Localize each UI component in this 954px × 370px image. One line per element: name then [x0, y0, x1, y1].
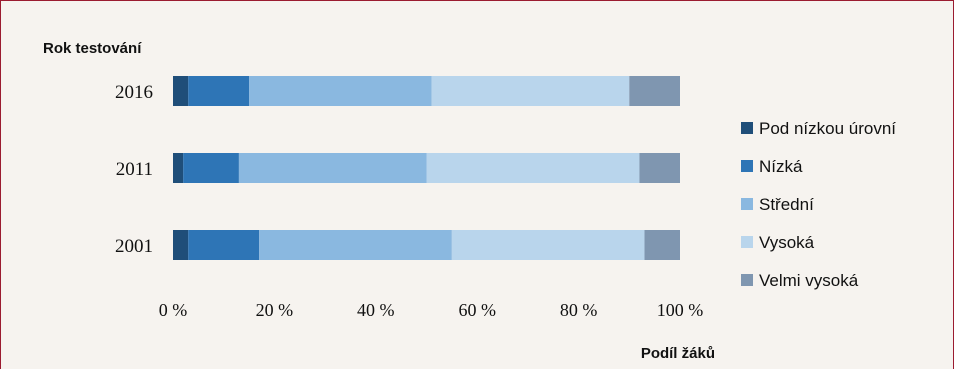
x-axis-title: Podíl žáků: [641, 345, 715, 362]
bar-2001-series-2: [259, 230, 452, 260]
x-tick-label: 80 %: [560, 300, 598, 320]
bar-2011-series-3: [426, 153, 640, 183]
legend: Pod nízkou úrovní Nízká Střední Vysoká Velmi…: [741, 119, 896, 290]
legend-swatch-3: [741, 236, 753, 248]
category-labels: 2016 2011 2001: [115, 82, 153, 257]
bar-2011-series-2: [238, 153, 427, 183]
legend-label-4: Velmi vysoká: [759, 271, 859, 290]
x-tick-label: 20 %: [256, 300, 294, 320]
legend-label-0: Pod nízkou úrovní: [759, 119, 896, 138]
bar-2016-series-4: [629, 76, 680, 106]
legend-label-3: Vysoká: [759, 233, 815, 252]
legend-swatch-2: [741, 198, 753, 210]
bar-2016-series-3: [431, 76, 630, 106]
bars-group: [173, 76, 680, 260]
legend-label-2: Střední: [759, 195, 814, 214]
bar-2001-series-0: [173, 230, 189, 260]
x-tick-label: 100 %: [657, 300, 704, 320]
bar-2001-series-3: [451, 230, 645, 260]
category-label-2016: 2016: [115, 82, 153, 103]
bar-2011-series-1: [183, 153, 239, 183]
x-tick-label: 60 %: [458, 300, 496, 320]
x-tick-label: 0 %: [159, 300, 188, 320]
legend-swatch-1: [741, 160, 753, 172]
category-label-2011: 2011: [116, 159, 153, 180]
bar-2016-series-0: [173, 76, 189, 106]
bar-2011-series-0: [173, 153, 184, 183]
legend-label-1: Nízká: [759, 157, 803, 176]
bar-2016-series-2: [249, 76, 432, 106]
y-axis-title: Rok testování: [43, 40, 142, 57]
legend-swatch-0: [741, 122, 753, 134]
category-label-2001: 2001: [115, 236, 153, 257]
bar-2001-series-4: [644, 230, 680, 260]
legend-swatch-4: [741, 274, 753, 286]
x-tick-labels: 0 % 20 % 40 % 60 % 80 % 100 %: [159, 300, 704, 320]
bar-2001-series-1: [188, 230, 260, 260]
bar-2016-series-1: [188, 76, 250, 106]
x-tick-label: 40 %: [357, 300, 395, 320]
bar-2011-series-4: [639, 153, 680, 183]
